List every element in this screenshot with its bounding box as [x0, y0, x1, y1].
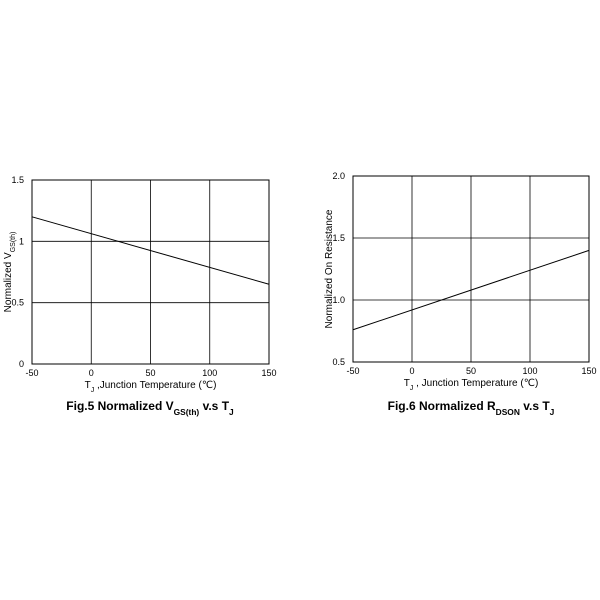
chart-title-part: v.s T: [520, 399, 550, 413]
chart-title-part: GS(th): [174, 407, 200, 417]
x-axis-label-part: J: [410, 385, 414, 392]
y-axis-label-part: GS(th): [10, 232, 17, 253]
y-tick-label: 0.5: [332, 357, 345, 367]
data-line: [352, 249, 590, 331]
x-tick-label: 0: [89, 368, 94, 378]
x-axis-label: TJ , Junction Temperature (℃): [404, 378, 539, 392]
x-tick-label: 150: [581, 366, 596, 376]
x-tick-label: -50: [346, 366, 359, 376]
chart-title-part: J: [229, 407, 234, 417]
chart-title-part: v.s T: [199, 399, 229, 413]
y-axis-label: Normalized On Resistance: [324, 209, 335, 328]
x-axis-label-part: ,Junction Temperature (℃): [94, 380, 216, 391]
x-tick-label: -50: [25, 368, 38, 378]
chart-title: Fig.5 Normalized VGS(th) v.s TJ: [66, 399, 234, 417]
x-tick-label: 0: [409, 366, 414, 376]
x-tick-label: 50: [145, 368, 155, 378]
chart-title-part: DSON: [496, 407, 520, 417]
x-tick-label: 150: [261, 368, 276, 378]
chart-title-part: Fig.5 Normalized V: [66, 399, 173, 413]
chart-title-part: J: [550, 407, 555, 417]
y-tick-label: 1.0: [332, 295, 345, 305]
y-tick-label: 1: [19, 236, 24, 246]
x-tick-label: 100: [522, 366, 537, 376]
x-axis-label-part: , Junction Temperature (℃): [413, 378, 538, 389]
y-tick-label: 0: [19, 359, 24, 369]
y-axis-label-part: Normalized On Resistance: [324, 209, 335, 328]
chart-title: Fig.6 Normalized RDSON v.s TJ: [388, 399, 555, 417]
y-tick-label: 1.5: [332, 233, 345, 243]
y-axis-label: Normalized VGS(th): [3, 232, 17, 313]
x-axis-label-part: T: [85, 380, 91, 391]
y-axis-label-part: Normalized V: [3, 252, 14, 312]
y-tick-label: 2.0: [332, 171, 345, 181]
data-line: [31, 216, 270, 285]
chart-title-part: Fig.6 Normalized R: [388, 399, 496, 413]
x-axis-label-part: J: [91, 387, 95, 394]
x-tick-label: 50: [466, 366, 476, 376]
plot-frame: [31, 179, 270, 365]
y-tick-label: 1.5: [11, 175, 24, 185]
x-tick-label: 100: [202, 368, 217, 378]
x-axis-label-part: T: [404, 378, 410, 389]
x-axis-label: TJ ,Junction Temperature (℃): [85, 380, 217, 394]
y-tick-label: 0.5: [11, 298, 24, 308]
plot-frame: [352, 175, 590, 363]
